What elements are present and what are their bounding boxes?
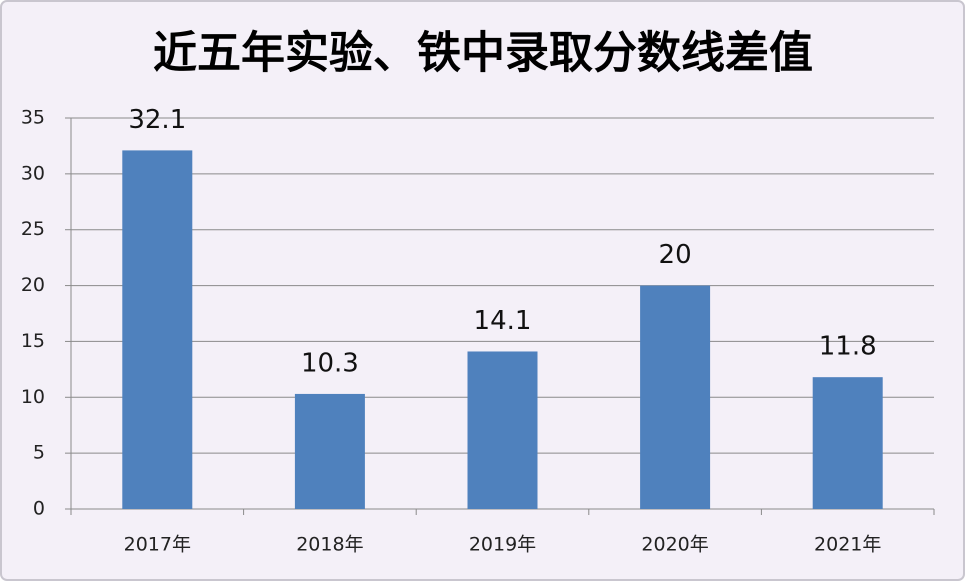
data-label: 20: [659, 240, 692, 270]
chart-title: 近五年实验、铁中录取分数线差值: [153, 28, 813, 79]
x-tick-label: 2021年: [814, 534, 881, 556]
data-label: 11.8: [819, 332, 877, 362]
data-label: 10.3: [301, 348, 359, 378]
y-tick-label: 30: [21, 162, 45, 184]
y-tick-label: 20: [21, 274, 45, 296]
y-tick-label: 35: [21, 107, 45, 129]
x-tick-label: 2018年: [296, 534, 363, 556]
bar: [294, 393, 365, 509]
y-tick-label: 25: [21, 218, 45, 240]
x-tick-label: 2020年: [641, 534, 708, 556]
y-tick-label: 5: [33, 442, 45, 464]
bar: [640, 285, 711, 509]
bar: [122, 150, 193, 509]
data-label: 32.1: [128, 105, 186, 135]
bar: [467, 351, 538, 509]
bar: [812, 377, 883, 509]
y-tick-label: 0: [33, 498, 45, 520]
x-tick-label: 2017年: [124, 534, 191, 556]
data-label: 14.1: [474, 306, 532, 336]
y-tick-label: 15: [21, 330, 45, 352]
x-tick-label: 2019年: [469, 534, 536, 556]
y-tick-label: 10: [21, 386, 45, 408]
